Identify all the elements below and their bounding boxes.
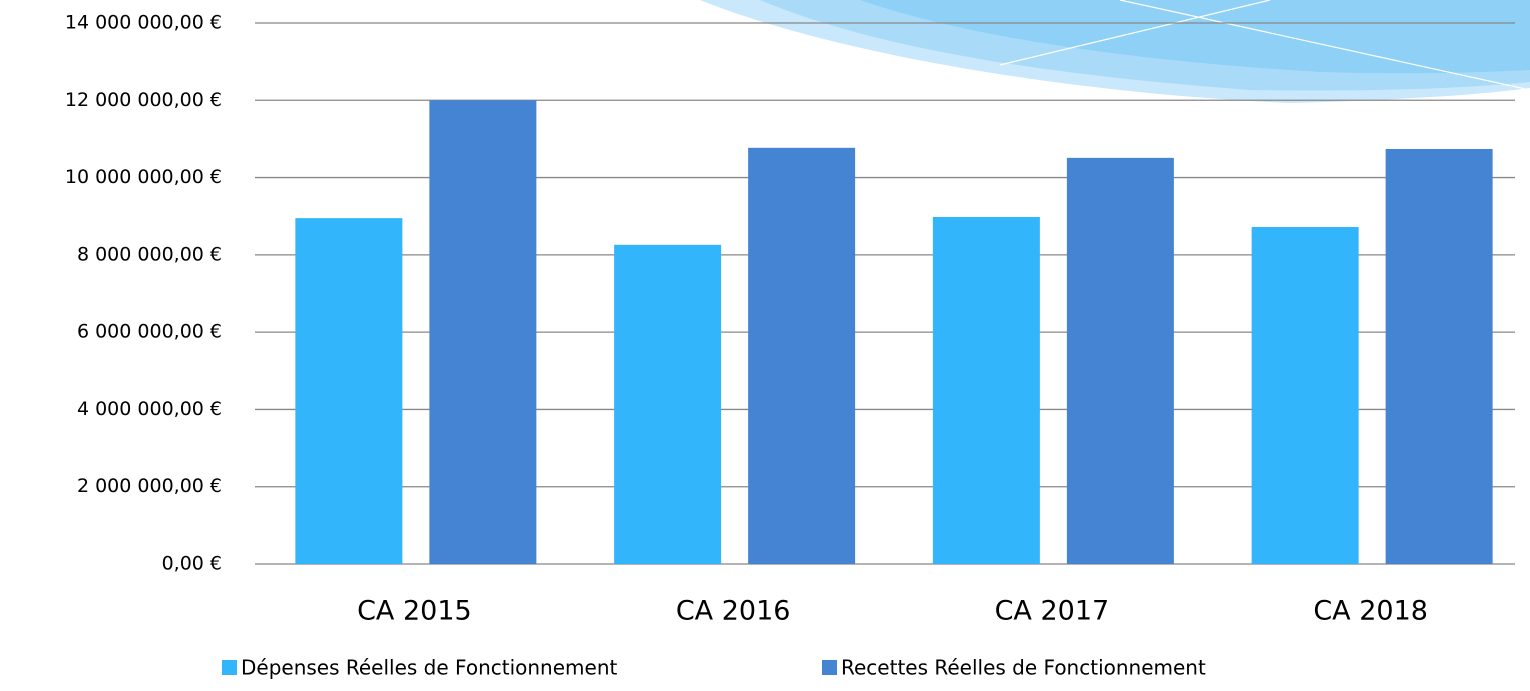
x-tick-label: CA 2017 (995, 596, 1110, 627)
y-tick-label: 14 000 000,00 € (65, 12, 222, 34)
legend-label: Recettes Réelles de Fonctionnement (841, 656, 1206, 680)
decoration (700, 0, 1530, 103)
bar (295, 218, 403, 564)
y-tick-label: 2 000 000,00 € (77, 475, 222, 497)
bar (429, 100, 537, 565)
bar (614, 244, 722, 564)
legend-swatch (222, 660, 237, 675)
legend-label: Dépenses Réelles de Fonctionnement (241, 656, 617, 680)
y-tick-label: 8 000 000,00 € (77, 243, 222, 265)
bar (1066, 157, 1174, 564)
x-tick-label: CA 2016 (676, 596, 791, 627)
x-tick-label: CA 2018 (1313, 596, 1428, 627)
x-tick-label: CA 2015 (357, 596, 472, 627)
y-tick-label: 6 000 000,00 € (77, 321, 222, 343)
bar (932, 216, 1040, 565)
y-tick-label: 0,00 € (162, 553, 222, 575)
y-tick-label: 10 000 000,00 € (65, 166, 222, 188)
bar (748, 147, 856, 565)
bar (1251, 227, 1359, 564)
y-tick-label: 4 000 000,00 € (77, 398, 222, 420)
bar (1385, 148, 1493, 564)
legend-swatch (822, 660, 837, 675)
y-tick-label: 12 000 000,00 € (65, 89, 222, 111)
